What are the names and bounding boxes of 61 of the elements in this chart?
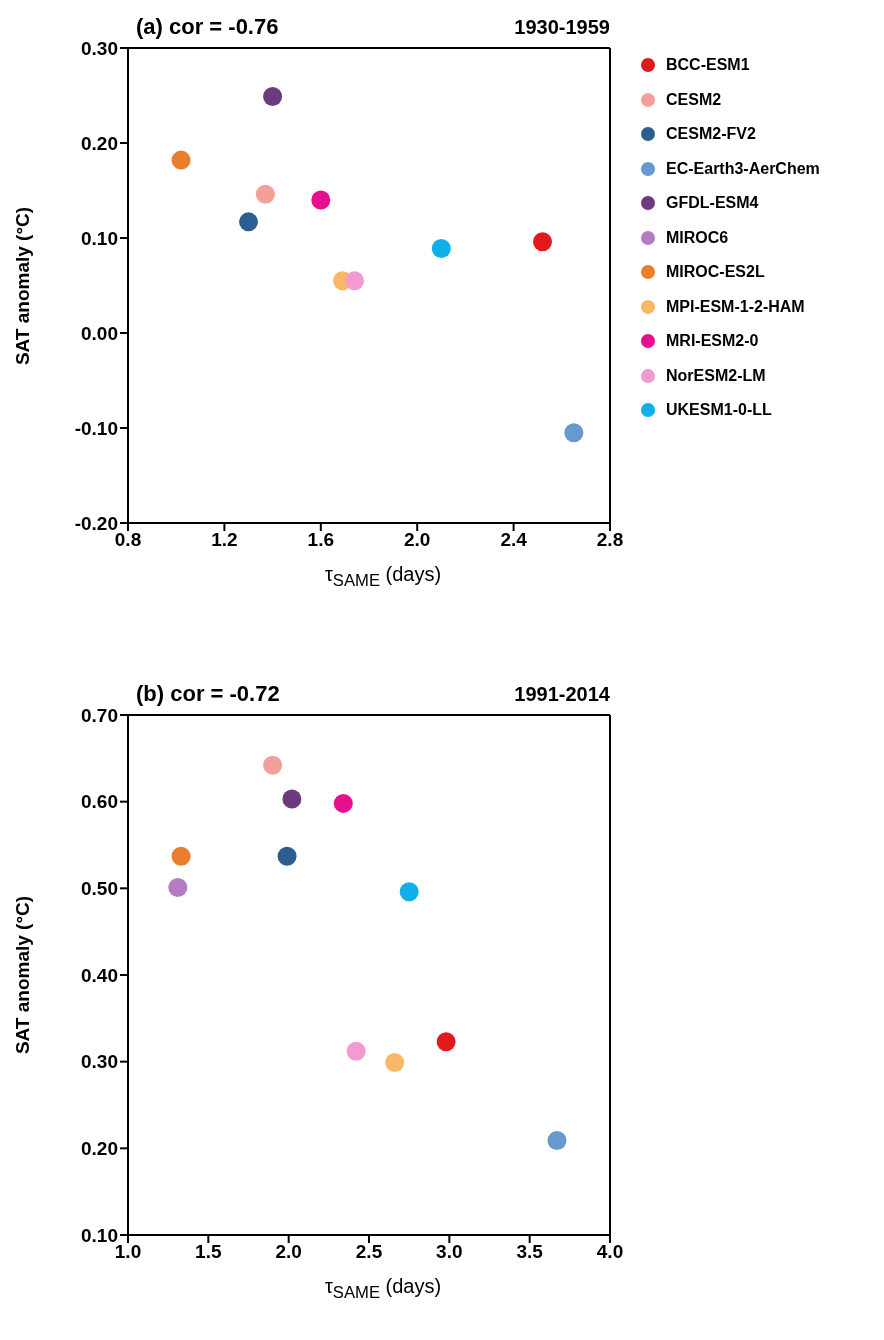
legend-label: CESM2-FV2 xyxy=(666,125,756,144)
legend-label: MRI-ESM2-0 xyxy=(666,332,759,351)
legend-label: MIROC-ES2L xyxy=(666,263,765,282)
point xyxy=(564,423,584,443)
point xyxy=(171,150,191,170)
x-tick-label: 4.0 xyxy=(596,1241,624,1263)
legend-label: EC-Earth3-AerChem xyxy=(666,159,820,178)
point xyxy=(385,1053,405,1073)
y-tick-label: 0.10 xyxy=(81,227,118,249)
point xyxy=(255,184,275,204)
chart-title: (a) cor = -0.76 xyxy=(136,14,279,40)
point xyxy=(277,846,297,866)
point xyxy=(346,1041,366,1061)
x-tick-label: 3.0 xyxy=(436,1241,463,1263)
legend-label: BCC-ESM1 xyxy=(666,56,750,75)
y-tick-label: 0.50 xyxy=(81,878,118,900)
x-tick-label: 1.6 xyxy=(307,529,335,551)
chart-subtitle: 1991-2014 xyxy=(514,683,610,706)
x-tick-label: 3.5 xyxy=(516,1241,544,1263)
y-tick-label: 0.20 xyxy=(81,1138,118,1160)
point xyxy=(168,877,188,897)
chart-subtitle: 1930-1959 xyxy=(514,16,610,39)
point xyxy=(345,271,365,291)
y-tick-label: -0.10 xyxy=(74,417,118,439)
y-tick-label: 0.00 xyxy=(81,322,118,344)
point xyxy=(431,238,451,258)
point xyxy=(239,212,258,232)
x-tick-label: 2.0 xyxy=(275,1241,302,1263)
point xyxy=(171,846,191,866)
legend-label: MIROC6 xyxy=(666,228,729,247)
point xyxy=(547,1131,567,1151)
y-tick-label: 0.30 xyxy=(81,1051,118,1073)
legend-label: NorESM2-LM xyxy=(666,366,766,385)
legend-label: UKESM1-0-LL xyxy=(666,401,772,420)
x-axis-title: τ$_{SAME}$ (days) xyxy=(323,1275,443,1304)
point xyxy=(263,755,283,775)
legend-label: CESM2 xyxy=(666,90,722,109)
y-axis-title: SAT anomaly (°C) xyxy=(12,206,34,365)
x-tick-label: 2.4 xyxy=(500,529,528,551)
y-tick-label: 0.70 xyxy=(81,704,118,726)
x-tick-label: 2.8 xyxy=(596,529,624,551)
point xyxy=(533,232,553,252)
point xyxy=(333,793,353,813)
x-tick-label: 1.5 xyxy=(195,1241,222,1263)
y-axis-title: SAT anomaly (°C) xyxy=(12,895,34,1055)
point xyxy=(399,882,419,902)
y-tick-label: 0.40 xyxy=(81,964,118,986)
x-tick-label: 1.2 xyxy=(211,529,238,551)
point xyxy=(311,190,331,210)
legend-label: GFDL-ESM4 xyxy=(666,194,759,213)
y-tick-label: 0.60 xyxy=(81,791,118,813)
point xyxy=(436,1032,456,1052)
x-tick-label: 2.5 xyxy=(355,1241,383,1263)
legend-label: MPI-ESM-1-2-HAM xyxy=(666,297,805,316)
chart-title: (b) cor = -0.72 xyxy=(136,681,280,707)
x-tick-label: 2.0 xyxy=(403,529,431,551)
y-tick-label: 0.30 xyxy=(81,37,118,59)
point xyxy=(263,86,283,106)
x-axis-title: τ$_{SAME}$ (days) xyxy=(323,563,443,592)
y-tick-label: 0.20 xyxy=(81,132,118,154)
point xyxy=(282,789,302,809)
